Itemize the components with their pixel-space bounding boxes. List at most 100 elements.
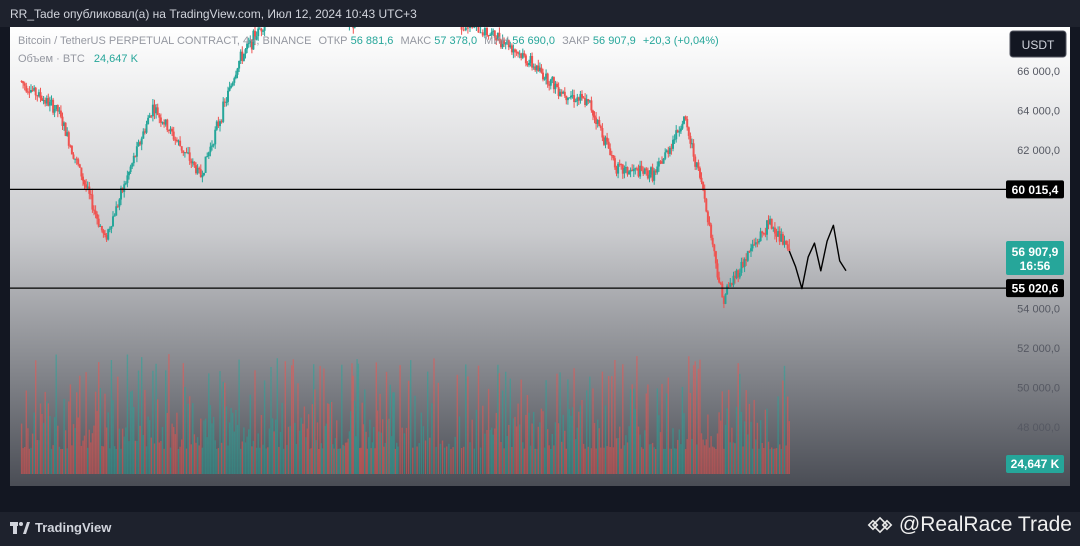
volume-bar — [344, 442, 347, 474]
volume-bar — [707, 414, 709, 474]
candle-body — [618, 163, 621, 165]
volume-bar — [195, 442, 197, 474]
tradingview-logo[interactable]: TradingView — [10, 520, 111, 535]
candle-body — [588, 100, 591, 102]
volume-bar — [238, 359, 240, 474]
volume-bar — [30, 447, 32, 474]
candle-body — [219, 121, 221, 127]
volume-bar — [330, 401, 333, 474]
candle-body — [93, 209, 95, 211]
candle-body — [672, 139, 674, 149]
candle-body — [247, 43, 250, 45]
volume-bar — [482, 405, 484, 474]
candle-body — [175, 139, 178, 142]
candle-body — [166, 119, 169, 131]
volume-bar — [548, 445, 550, 474]
level-label: 55 020,6 — [1012, 282, 1059, 296]
candle-body — [631, 169, 634, 172]
volume-bar — [211, 423, 213, 474]
volume-bar — [456, 374, 458, 474]
candle-body — [126, 175, 129, 184]
volume-bar — [677, 439, 679, 474]
candle-body — [228, 87, 231, 91]
volume-bar — [263, 380, 266, 474]
candle-body — [198, 167, 201, 170]
candle-body — [549, 79, 552, 86]
candle-body — [353, 27, 356, 29]
candle-body — [142, 131, 145, 139]
tradingview-icon — [10, 521, 30, 534]
volume-bar — [157, 399, 159, 474]
candle-body — [156, 107, 159, 115]
candle-body — [196, 167, 199, 174]
volume-bar — [523, 448, 525, 474]
volume-bar — [465, 364, 467, 474]
volume-bar — [176, 412, 178, 474]
volume-bar — [628, 426, 630, 474]
candle-body — [48, 101, 51, 106]
volume-bar — [763, 448, 765, 474]
candle-body — [483, 28, 486, 36]
candle-body — [167, 130, 170, 132]
volume-bar — [659, 432, 662, 474]
volume-bar — [625, 435, 627, 474]
volume-bar — [422, 426, 425, 474]
candle-body — [667, 150, 670, 154]
currency-button[interactable]: USDT — [1009, 30, 1067, 58]
level-label: 60 015,4 — [1012, 183, 1059, 197]
candle-body — [22, 81, 25, 84]
volume-bar — [473, 448, 475, 474]
volume-bar — [96, 410, 98, 474]
candle-body — [559, 91, 562, 96]
volume-bar — [565, 448, 567, 474]
volume-bar — [206, 437, 208, 474]
volume-bar — [448, 443, 450, 474]
volume-bar — [192, 403, 194, 474]
candle-body — [23, 83, 26, 86]
volume-bar — [126, 354, 129, 474]
candle-body — [629, 169, 632, 172]
volume-bar — [694, 361, 696, 474]
volume-bar — [141, 357, 143, 474]
volume-bar — [554, 422, 557, 474]
volume-bar — [99, 388, 101, 474]
volume-bar — [598, 428, 600, 474]
volume-bar — [115, 449, 117, 474]
candle-body — [132, 155, 135, 164]
candle-body — [775, 233, 778, 237]
candle-body — [227, 90, 229, 102]
volume-bar — [734, 443, 736, 474]
volume-bar — [397, 446, 399, 474]
volume-bar — [696, 444, 698, 474]
candle-body — [621, 164, 624, 174]
candle-body — [55, 105, 58, 110]
candle-body — [36, 95, 39, 97]
candle-body — [31, 90, 34, 91]
volume-bar — [302, 423, 304, 474]
chart-panel[interactable]: 60 015,4 55 020,6 66 000,0 64 000,0 62 000,… — [10, 27, 1070, 486]
volume-bar — [769, 448, 771, 474]
volume-bar — [460, 448, 463, 474]
diamond-logo-icon — [867, 516, 893, 534]
volume-bar — [125, 427, 127, 474]
volume-bar — [761, 443, 763, 474]
volume-bar — [539, 422, 541, 474]
candle-body — [724, 294, 727, 304]
volume-bar — [393, 392, 395, 474]
volume-bar — [369, 419, 371, 474]
volume-bar — [112, 400, 114, 474]
volume-bar — [298, 430, 301, 474]
volume-bar — [686, 439, 688, 474]
candle-body — [610, 155, 613, 157]
volume-bar — [66, 448, 68, 474]
candle-body — [601, 128, 604, 138]
volume-bar — [273, 431, 275, 474]
candle-body — [635, 168, 638, 170]
price-chart[interactable]: 60 015,4 55 020,6 66 000,0 64 000,0 62 000,… — [10, 27, 1070, 486]
candle-body — [684, 116, 687, 119]
candle-body — [66, 132, 69, 136]
volume-bar — [716, 433, 719, 474]
volume-bar — [788, 421, 790, 474]
volume-bar — [783, 365, 786, 474]
y-tick-label: 50 000,0 — [1017, 382, 1060, 394]
